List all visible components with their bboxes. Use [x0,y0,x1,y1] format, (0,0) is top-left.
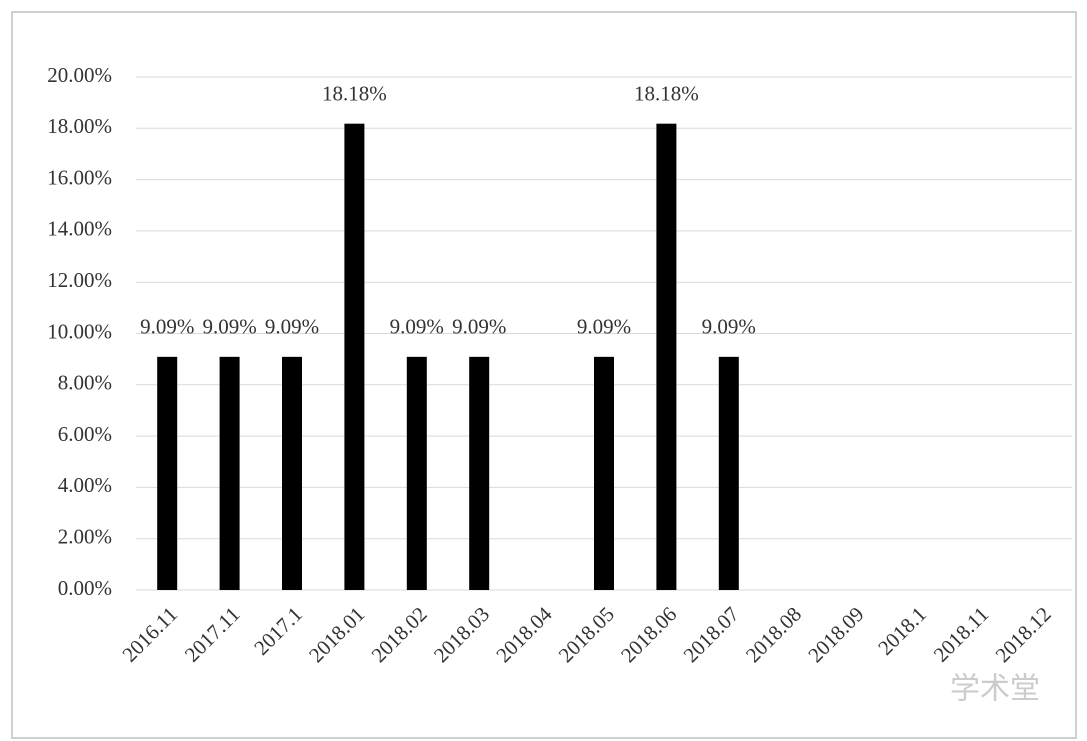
y-tick-label: 16.00% [47,165,112,189]
watermark: 学术堂 [950,672,1040,707]
bar [157,356,178,590]
value-label: 9.09% [265,315,319,339]
bar [406,356,427,590]
value-label: 9.09% [452,315,506,339]
y-tick-label: 4.00% [58,473,112,497]
bar [656,123,677,591]
value-label: 9.09% [140,315,194,339]
y-tick-label: 12.00% [47,268,112,292]
y-tick-label: 18.00% [47,114,112,138]
y-tick-label: 6.00% [58,422,112,446]
bar [594,356,614,590]
y-tick-label: 20.00% [47,63,112,87]
value-label: 9.09% [577,315,631,339]
value-label: 9.09% [202,315,256,339]
bar [282,356,302,590]
value-label: 18.18% [634,81,699,105]
y-tick-label: 14.00% [47,217,112,241]
value-label: 9.09% [390,315,444,339]
bar [219,356,240,590]
y-tick-label: 10.00% [47,319,112,343]
y-tick-label: 0.00% [58,576,112,600]
chart-frame [11,11,1077,739]
bar [718,356,739,590]
value-label: 18.18% [322,81,387,105]
bar [344,123,365,591]
value-label: 9.09% [702,315,756,339]
y-tick-label: 8.00% [58,371,112,395]
y-tick-label: 2.00% [58,525,112,549]
bar [469,356,490,590]
